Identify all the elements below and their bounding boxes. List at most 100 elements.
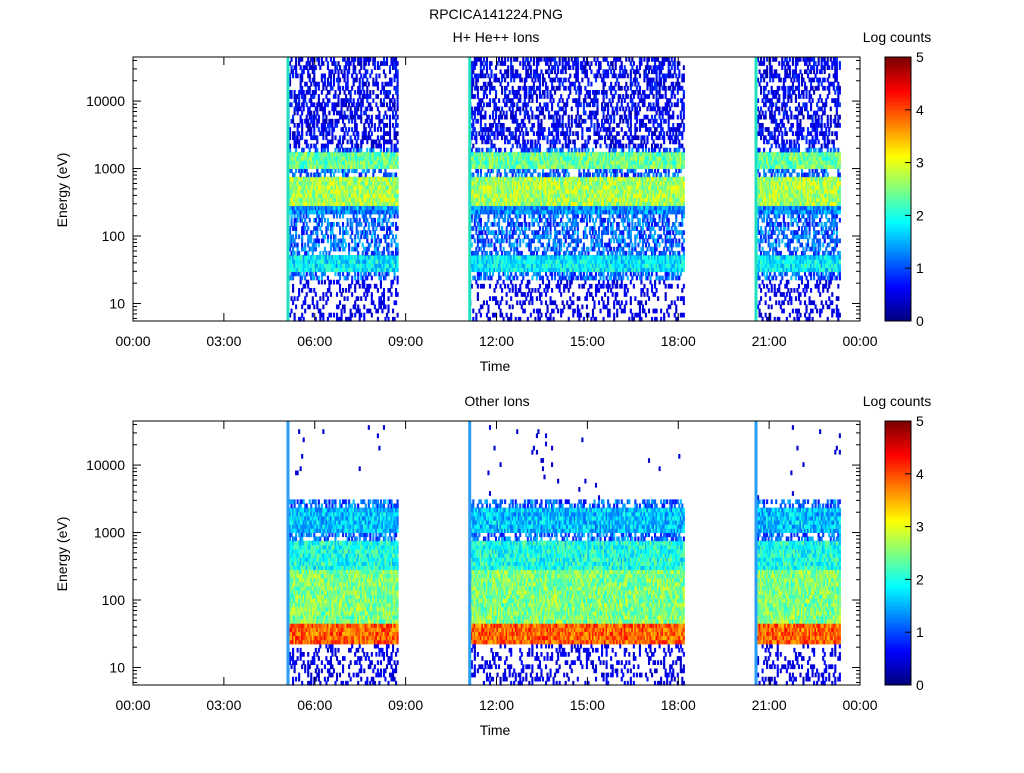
spectrogram-cell: [317, 184, 320, 190]
spectrogram-cell: [305, 102, 308, 108]
spectrogram-cell: [487, 226, 490, 231]
spectrogram-cell: [292, 69, 295, 75]
spectrogram-cell: [498, 271, 501, 277]
spectrogram-cell: [393, 238, 396, 244]
spectrogram-cell: [295, 57, 298, 62]
spectrogram-cell: [307, 242, 310, 248]
spectrogram-cell: [308, 263, 311, 268]
spectrogram-cell: [535, 217, 538, 223]
spectrogram-cell: [484, 110, 487, 116]
spectrogram-cell: [322, 110, 325, 116]
spectrogram-cell: [376, 308, 379, 314]
spectrogram-cell: [535, 296, 538, 301]
spectrogram-cell: [317, 180, 320, 186]
spectrogram-cell: [301, 57, 304, 62]
spectrogram-cell: [310, 263, 313, 268]
spectrogram-cell: [296, 102, 299, 108]
spectrogram-cell: [484, 275, 487, 281]
spectrogram-cell: [529, 69, 532, 75]
spectrogram-cell: [523, 139, 526, 145]
spectrogram-cell: [293, 316, 296, 322]
spectrogram-cell: [319, 312, 322, 318]
spectrogram-cell: [396, 275, 399, 281]
spectrogram-cell: [561, 222, 564, 227]
spectrogram-cell: [364, 296, 367, 301]
spectrogram-cell: [301, 205, 304, 211]
spectrogram-cell: [494, 110, 498, 116]
spectrogram-cell: [346, 131, 349, 136]
spectrogram-cell: [329, 73, 333, 79]
spectrogram-cell: [526, 102, 529, 108]
spectrogram-cell: [319, 176, 322, 182]
spectrogram-cell: [519, 283, 522, 289]
spectrogram-cell: [307, 189, 310, 194]
spectrogram-cell: [538, 81, 542, 87]
spectrogram-cell: [519, 85, 522, 91]
spectrogram-cell: [516, 57, 519, 62]
spectrogram-cell: [331, 139, 334, 145]
spectrogram-cell: [375, 139, 378, 145]
spectrogram-cell: [364, 131, 367, 136]
spectrogram-cell: [490, 69, 493, 75]
spectrogram-cell: [526, 271, 529, 277]
spectrogram-cell: [299, 267, 302, 273]
spectrogram-cell: [298, 184, 301, 190]
spectrogram-cell: [382, 143, 386, 149]
spectrogram-cell: [343, 110, 346, 116]
spectrogram-cell: [325, 160, 328, 165]
spectrogram-cell: [310, 255, 313, 260]
spectrogram-cell: [337, 242, 340, 248]
spectrogram-cell: [310, 131, 313, 136]
spectrogram-cell: [526, 234, 529, 240]
spectrogram-cell: [343, 168, 346, 174]
spectrogram-cell: [363, 168, 366, 174]
spectrogram-cell: [316, 118, 319, 124]
spectrogram-cell: [546, 94, 549, 99]
spectrogram-cell: [292, 246, 295, 252]
spectrogram-cell: [310, 172, 313, 178]
spectrogram-cell: [513, 77, 516, 83]
spectrogram-cell: [322, 176, 325, 182]
spectrogram-cell: [488, 135, 492, 141]
spectrogram-cell: [320, 160, 323, 165]
spectrogram-cell: [323, 81, 326, 87]
spectrogram-cell: [499, 275, 502, 281]
spectrogram-cell: [337, 304, 340, 310]
spectrogram-cell: [307, 250, 310, 256]
spectrogram-cell: [558, 288, 561, 293]
spectrogram-cell: [320, 168, 323, 174]
spectrogram-cell: [319, 259, 322, 264]
spectrogram-cell: [302, 168, 305, 174]
spectrogram-cell: [298, 98, 301, 103]
spectrogram-cell: [334, 271, 337, 277]
spectrogram-cell: [342, 139, 345, 145]
spectrogram-cell: [313, 73, 316, 79]
spectrogram-cell: [376, 81, 379, 87]
spectrogram-cell: [308, 176, 311, 182]
spectrogram-cell: [310, 275, 313, 281]
spectrogram-cell: [319, 184, 322, 190]
spectrogram-cell: [302, 230, 305, 235]
spectrogram-cell: [376, 288, 379, 293]
spectrogram-cell: [373, 57, 376, 62]
spectrogram-cell: [299, 135, 302, 141]
spectrogram-cell: [558, 61, 561, 66]
spectrogram-cell: [320, 176, 323, 182]
spectrogram-cell: [313, 77, 316, 83]
spectrogram-cell: [531, 98, 534, 103]
spectrogram-cell: [482, 65, 485, 70]
spectrogram-cell: [491, 271, 495, 277]
spectrogram-cell: [544, 292, 548, 297]
spectrogram-cell: [302, 102, 305, 108]
spectrogram-cell: [317, 201, 320, 207]
spectrogram-cell: [296, 217, 299, 223]
spectrogram-cell: [298, 193, 301, 198]
spectrogram-cell: [363, 226, 366, 231]
spectrogram-cell: [334, 168, 337, 174]
spectrogram-cell: [493, 131, 496, 136]
spectrogram-cell: [317, 156, 320, 161]
spectrogram-cell: [296, 139, 299, 145]
spectrogram-cell: [366, 118, 369, 124]
spectrogram-cell: [302, 201, 305, 207]
spectrogram-cell: [558, 271, 561, 277]
